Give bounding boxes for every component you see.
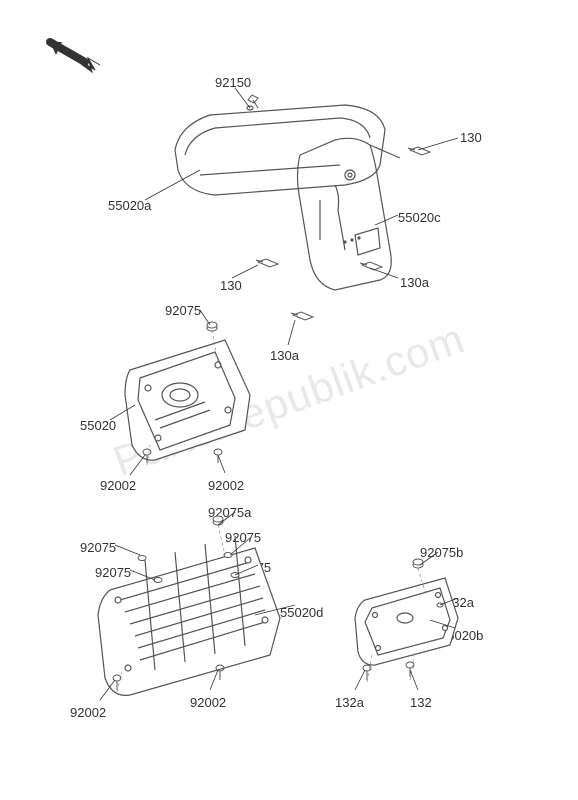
part-frame-bracket [298,138,401,290]
part-bolts-frame [256,147,430,320]
parts-diagram: PartsRepublik.com [0,0,578,800]
diagram-svg [0,0,578,800]
part-top-guard [175,105,385,195]
part-engine-guard [125,340,250,460]
part-skid-plate-large [98,536,280,695]
part-skid-plate-small [355,578,458,665]
direction-arrow-icon [50,42,100,72]
